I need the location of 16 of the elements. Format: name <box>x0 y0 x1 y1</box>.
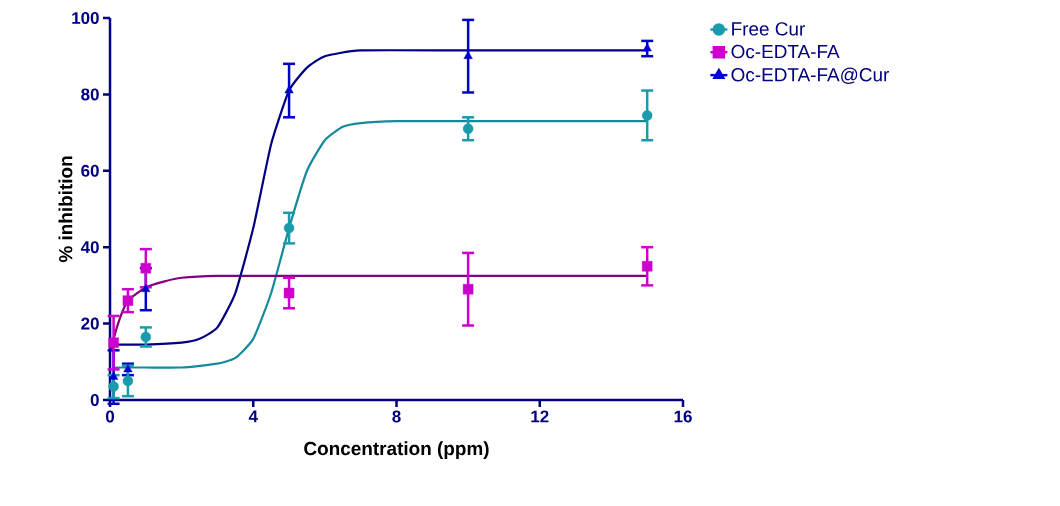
y-tick-label: 100 <box>72 11 99 24</box>
y-tick-label: 80 <box>81 88 99 101</box>
legend-label: Free Cur <box>732 22 805 36</box>
x-tick-label: 4 <box>248 410 258 423</box>
y-tick-label: 20 <box>81 317 99 330</box>
x-tick-label: 12 <box>531 410 549 423</box>
legend-label: Oc-EDTA-FA@Cur <box>731 67 890 84</box>
y-axis-title: % inhibition <box>58 156 73 263</box>
y-tick-label: 60 <box>81 164 99 177</box>
x-axis-title: Concentration (ppm) <box>304 441 489 459</box>
legend-label: Oc-EDTA-FA <box>731 44 840 59</box>
y-tick-label: 0 <box>90 393 99 406</box>
x-tick-label: 16 <box>674 410 692 423</box>
x-tick-label: 0 <box>105 410 115 423</box>
y-tick-label: 40 <box>80 241 99 254</box>
x-tick-label: 8 <box>392 410 401 423</box>
